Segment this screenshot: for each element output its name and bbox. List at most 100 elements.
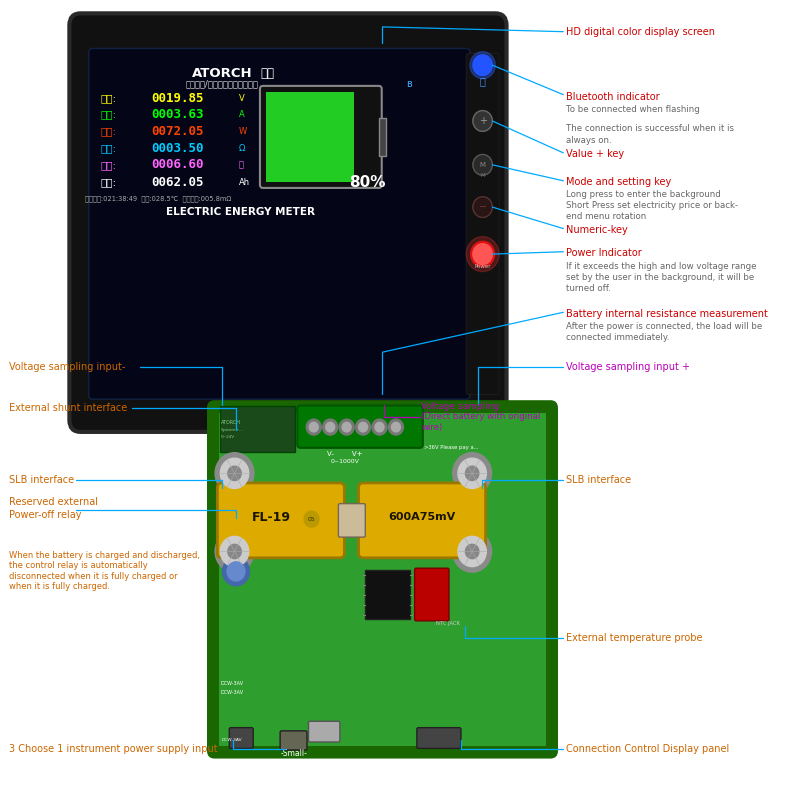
FancyBboxPatch shape <box>70 14 506 432</box>
Circle shape <box>466 466 479 481</box>
Circle shape <box>304 511 319 527</box>
Text: ELECTRIC ENERGY METER: ELECTRIC ENERGY METER <box>166 207 315 217</box>
Text: DCW-3AV: DCW-3AV <box>222 738 242 742</box>
FancyBboxPatch shape <box>260 86 382 188</box>
Text: M: M <box>480 162 486 168</box>
FancyBboxPatch shape <box>309 722 340 742</box>
Circle shape <box>306 419 322 435</box>
Text: DCW-3AV: DCW-3AV <box>220 681 243 686</box>
FancyBboxPatch shape <box>378 118 386 156</box>
FancyBboxPatch shape <box>230 728 254 748</box>
Text: NTC JACK: NTC JACK <box>436 621 460 626</box>
FancyBboxPatch shape <box>358 483 486 558</box>
Text: 0003.50: 0003.50 <box>151 142 203 154</box>
Circle shape <box>473 197 492 218</box>
Circle shape <box>458 536 486 566</box>
Text: 0003.63: 0003.63 <box>151 108 203 121</box>
Text: connected immediately.: connected immediately. <box>566 334 669 342</box>
Text: when it is fully charged.: when it is fully charged. <box>9 582 110 591</box>
FancyBboxPatch shape <box>417 728 461 748</box>
Text: 0019.85: 0019.85 <box>151 92 203 105</box>
Circle shape <box>458 458 486 489</box>
Circle shape <box>322 419 338 435</box>
Text: Bluetooth indicator: Bluetooth indicator <box>566 92 659 102</box>
Text: end menu rotation: end menu rotation <box>566 212 646 221</box>
Circle shape <box>466 237 499 272</box>
Text: Ω: Ω <box>239 143 246 153</box>
Text: 电压:: 电压: <box>100 94 116 104</box>
Text: 0062.05: 0062.05 <box>151 176 203 189</box>
Text: -Small-: -Small- <box>281 750 308 758</box>
Circle shape <box>358 422 367 432</box>
FancyBboxPatch shape <box>266 92 354 182</box>
Text: If it exceeds the high and low voltage range: If it exceeds the high and low voltage r… <box>566 262 756 270</box>
Text: HD digital color display screen: HD digital color display screen <box>566 26 714 37</box>
Text: turned off.: turned off. <box>566 284 610 293</box>
Circle shape <box>215 530 254 572</box>
Text: To be connected when flashing: To be connected when flashing <box>566 106 699 114</box>
Circle shape <box>473 110 492 131</box>
Circle shape <box>391 422 401 432</box>
Text: DCW-3AV: DCW-3AV <box>220 690 243 695</box>
Circle shape <box>339 419 354 435</box>
Text: Numeric-key: Numeric-key <box>566 225 627 235</box>
Circle shape <box>222 557 250 586</box>
Text: Voltage sampling input +: Voltage sampling input + <box>566 362 690 371</box>
Text: (Direct battery with original: (Direct battery with original <box>422 412 541 422</box>
Text: −: − <box>478 202 486 212</box>
FancyBboxPatch shape <box>298 406 423 448</box>
Text: W: W <box>239 127 247 136</box>
FancyBboxPatch shape <box>219 413 546 746</box>
Text: always on.: always on. <box>566 136 611 145</box>
Circle shape <box>375 422 384 432</box>
Circle shape <box>372 419 387 435</box>
Text: 05: 05 <box>308 517 315 522</box>
FancyBboxPatch shape <box>414 568 449 621</box>
Text: Voltage sampling: Voltage sampling <box>422 402 499 411</box>
Text: The connection is successful when it is: The connection is successful when it is <box>566 125 734 134</box>
Text: 0072.05: 0072.05 <box>151 125 203 138</box>
Circle shape <box>220 458 249 489</box>
Text: disconnected when it is fully charged or: disconnected when it is fully charged or <box>9 572 178 581</box>
Text: ᛒ: ᛒ <box>480 76 486 86</box>
Circle shape <box>470 242 494 267</box>
Circle shape <box>326 422 334 432</box>
Text: 电量:: 电量: <box>100 160 116 170</box>
Text: External shunt interface: External shunt interface <box>9 403 127 413</box>
Circle shape <box>473 244 492 265</box>
Text: Value + key: Value + key <box>566 150 624 159</box>
Circle shape <box>355 419 370 435</box>
Circle shape <box>473 55 492 75</box>
Text: Long press to enter the background: Long press to enter the background <box>566 190 720 199</box>
Text: Short Press set electricity price or back-: Short Press set electricity price or bac… <box>566 201 738 210</box>
Text: When the battery is charged and discharged,: When the battery is charged and discharg… <box>9 551 200 560</box>
Text: +: + <box>478 116 486 126</box>
Circle shape <box>342 422 351 432</box>
Text: Battery internal resistance measurement: Battery internal resistance measurement <box>566 309 767 319</box>
Circle shape <box>220 536 249 566</box>
Circle shape <box>227 562 245 581</box>
Text: SLB interface: SLB interface <box>566 474 630 485</box>
Text: V-        V+: V- V+ <box>327 451 363 458</box>
Text: 容量:: 容量: <box>100 178 116 187</box>
Circle shape <box>310 422 318 432</box>
Text: V: V <box>239 94 245 103</box>
Text: Power: Power <box>474 263 491 269</box>
Circle shape <box>453 453 491 494</box>
FancyBboxPatch shape <box>366 570 410 619</box>
Text: >36V Please pay a...: >36V Please pay a... <box>423 446 478 450</box>
Text: set by the user in the background, it will be: set by the user in the background, it wi… <box>566 273 754 282</box>
Text: 0~1000V: 0~1000V <box>330 459 359 464</box>
Text: Ah: Ah <box>239 178 250 187</box>
Circle shape <box>453 530 491 572</box>
Text: 电池容量/直流电源多功能测试仪: 电池容量/直流电源多功能测试仪 <box>186 80 258 89</box>
Text: Mode and setting key: Mode and setting key <box>566 178 671 187</box>
Circle shape <box>466 544 479 558</box>
Text: wire): wire) <box>422 422 442 432</box>
FancyBboxPatch shape <box>218 483 344 558</box>
Circle shape <box>389 419 403 435</box>
Text: 80%: 80% <box>350 175 386 190</box>
Text: 功率:: 功率: <box>100 126 116 136</box>
FancyBboxPatch shape <box>208 402 557 757</box>
Text: M: M <box>480 174 485 178</box>
